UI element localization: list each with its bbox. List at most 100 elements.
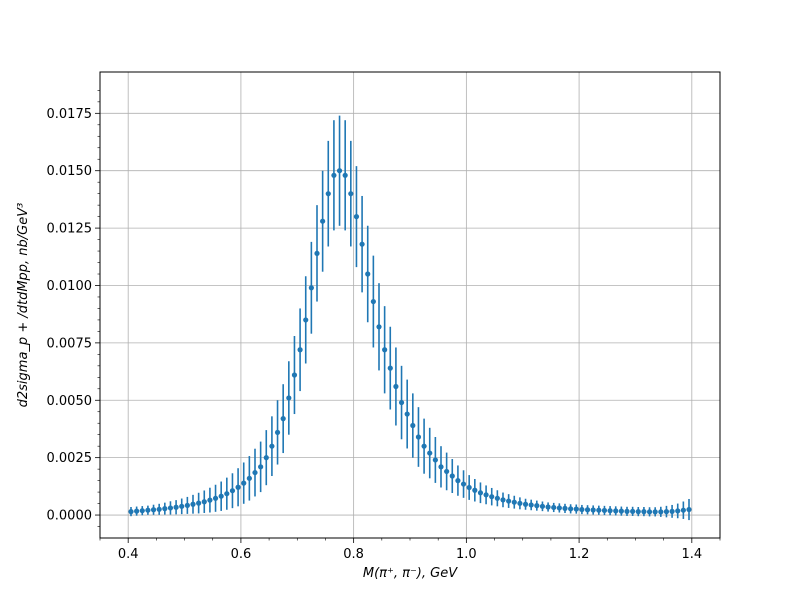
data-point bbox=[365, 271, 371, 277]
data-point bbox=[382, 347, 388, 353]
data-point bbox=[286, 395, 292, 401]
data-point bbox=[517, 500, 523, 506]
data-point bbox=[652, 509, 658, 515]
data-point bbox=[241, 480, 247, 486]
data-point bbox=[190, 501, 196, 507]
data-point bbox=[398, 399, 405, 406]
data-point bbox=[258, 464, 264, 470]
data-point bbox=[545, 504, 551, 510]
y-tick-label: 0.0025 bbox=[47, 451, 93, 466]
data-point bbox=[573, 506, 579, 512]
data-point bbox=[466, 484, 472, 491]
data-point bbox=[156, 506, 162, 512]
data-point bbox=[184, 502, 190, 509]
data-point bbox=[359, 241, 365, 247]
data-point bbox=[331, 172, 337, 178]
data-point bbox=[303, 317, 309, 323]
data-point bbox=[579, 506, 585, 513]
data-point bbox=[568, 506, 574, 512]
data-point bbox=[201, 499, 207, 505]
data-point bbox=[235, 484, 241, 490]
data-point bbox=[162, 506, 168, 512]
data-point bbox=[128, 509, 134, 515]
data-point bbox=[489, 494, 495, 500]
x-tick-label: 1.2 bbox=[569, 547, 590, 562]
data-point bbox=[460, 481, 467, 487]
data-point bbox=[562, 505, 568, 511]
data-point bbox=[212, 495, 219, 501]
data-point bbox=[145, 507, 151, 513]
data-point bbox=[607, 508, 613, 514]
x-tick-label: 0.4 bbox=[118, 547, 139, 562]
y-tick-label: 0.0150 bbox=[47, 164, 93, 179]
data-point bbox=[477, 490, 484, 496]
data-point bbox=[314, 250, 320, 256]
x-tick-label: 1.0 bbox=[456, 547, 477, 562]
data-point bbox=[680, 507, 686, 513]
data-point bbox=[421, 443, 427, 449]
data-point bbox=[370, 298, 376, 305]
x-axis-ticks: 0.4 0.6 0.8 1.0 1.2 1.4 bbox=[99, 538, 721, 562]
y-tick-label: 0.0125 bbox=[47, 222, 93, 237]
x-tick-label: 0.6 bbox=[231, 547, 252, 562]
data-point bbox=[224, 491, 230, 497]
data-point bbox=[150, 507, 157, 513]
data-point bbox=[641, 509, 647, 515]
data-point bbox=[500, 497, 506, 503]
data-point bbox=[297, 347, 303, 353]
data-point bbox=[522, 501, 529, 507]
data-point bbox=[483, 492, 489, 498]
data-point bbox=[342, 172, 348, 178]
data-point bbox=[624, 508, 630, 514]
data-point bbox=[410, 422, 416, 429]
data-point bbox=[590, 507, 596, 513]
data-point bbox=[393, 383, 399, 390]
data-point bbox=[325, 191, 331, 197]
data-point bbox=[675, 508, 681, 514]
data-point bbox=[658, 509, 664, 515]
data-point bbox=[415, 434, 422, 440]
data-point bbox=[376, 324, 382, 330]
data-point bbox=[404, 411, 410, 417]
y-tick-label: 0.0000 bbox=[47, 509, 93, 524]
x-tick-label: 0.8 bbox=[343, 547, 364, 562]
data-point bbox=[686, 506, 692, 513]
data-point bbox=[534, 503, 540, 509]
y-tick-label: 0.0050 bbox=[47, 394, 93, 409]
data-point bbox=[438, 464, 444, 470]
data-point bbox=[584, 507, 591, 513]
data-point bbox=[539, 503, 546, 509]
data-point bbox=[218, 493, 224, 499]
data-point bbox=[139, 508, 145, 514]
data-point bbox=[635, 509, 641, 515]
y-tick-label: 0.0075 bbox=[47, 336, 93, 351]
data-point bbox=[348, 191, 354, 197]
y-axis-label: d2sigma_p + /dtdMpp, nb/GeV³ bbox=[16, 203, 31, 408]
data-point bbox=[506, 498, 512, 504]
data-point bbox=[472, 487, 478, 493]
data-point bbox=[173, 504, 179, 510]
x-axis-label: M(π⁺, π⁻), GeV bbox=[363, 566, 458, 581]
data-point bbox=[601, 507, 608, 514]
data-point bbox=[229, 488, 236, 494]
data-point bbox=[167, 505, 174, 511]
data-point bbox=[320, 218, 326, 224]
data-point bbox=[387, 365, 393, 371]
data-point bbox=[308, 285, 314, 291]
data-point bbox=[511, 499, 517, 505]
data-point bbox=[528, 502, 534, 508]
data-point bbox=[263, 455, 269, 461]
data-point bbox=[196, 500, 202, 506]
data-point bbox=[207, 497, 213, 503]
data-point bbox=[353, 214, 360, 220]
data-point bbox=[269, 443, 275, 449]
data-point bbox=[556, 505, 562, 511]
data-point bbox=[427, 450, 433, 456]
data-point bbox=[551, 504, 557, 511]
y-tick-label: 0.0100 bbox=[47, 279, 93, 294]
data-point bbox=[134, 508, 140, 514]
data-point bbox=[432, 457, 438, 463]
y-tick-label: 0.0175 bbox=[47, 107, 93, 122]
data-point bbox=[630, 508, 636, 514]
